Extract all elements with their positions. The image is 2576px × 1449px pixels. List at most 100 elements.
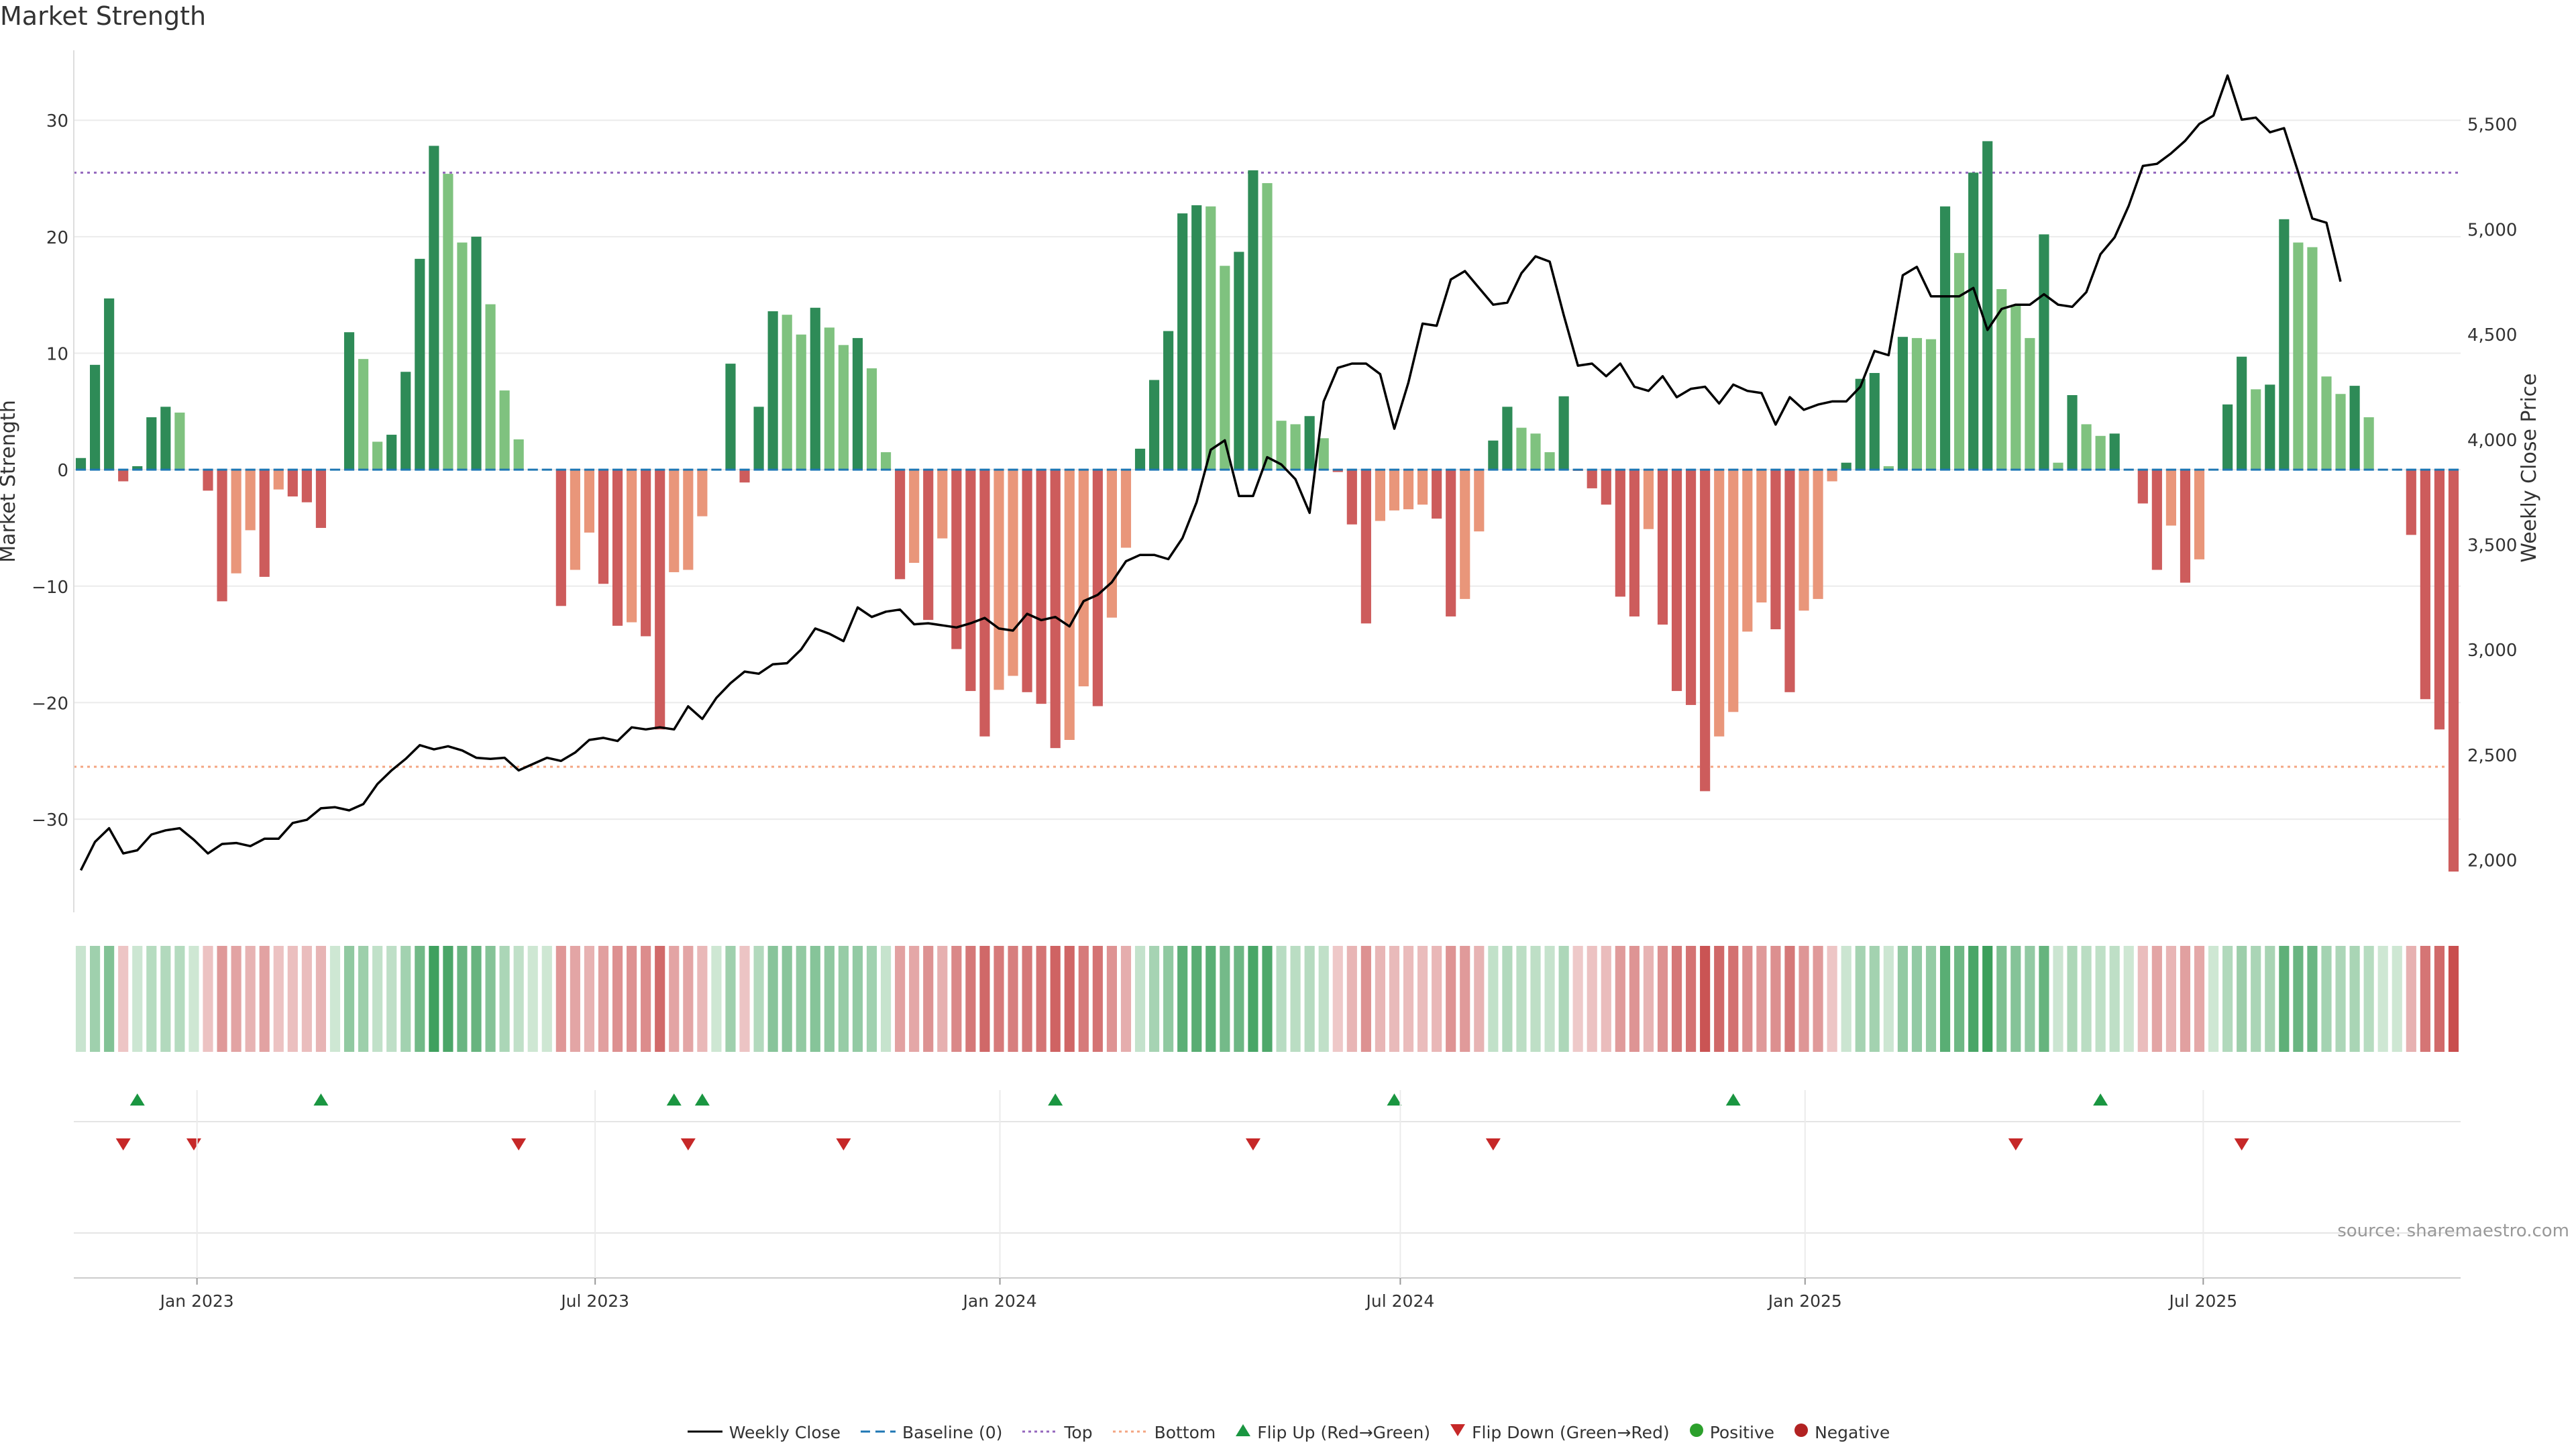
strength-bar	[2251, 389, 2261, 470]
heat-cell	[1770, 946, 1781, 1052]
y-right-tick-label: 2,000	[2467, 851, 2517, 871]
strength-bar	[866, 368, 877, 470]
strength-bar	[824, 327, 835, 470]
strength-bar	[1996, 288, 2007, 470]
heat-cell	[1657, 946, 1668, 1052]
chart-title: Market Strength	[0, 1, 207, 31]
heat-cell	[796, 946, 806, 1052]
heat-cell	[1939, 946, 1951, 1052]
strength-bar	[1827, 470, 1837, 482]
strength-bar	[2010, 305, 2021, 470]
heat-cell	[2377, 946, 2388, 1052]
strength-bar	[1530, 433, 1541, 470]
heat-cell	[273, 946, 284, 1052]
heat-cell	[1134, 946, 1146, 1052]
heat-cell	[259, 946, 270, 1052]
strength-bar	[217, 470, 227, 602]
heat-cell	[400, 946, 411, 1052]
strength-bar	[1911, 337, 1923, 470]
strength-bar	[584, 470, 595, 533]
strength-bar	[1346, 470, 1357, 525]
heat-cell	[866, 946, 877, 1052]
source-label: source: sharemaestro.com	[2337, 1221, 2569, 1241]
flip-down-marker	[680, 1138, 696, 1150]
strength-bar	[1629, 470, 1640, 616]
heat-cell	[655, 946, 665, 1052]
heat-cell	[189, 946, 199, 1052]
heat-cell	[471, 946, 482, 1052]
flip-up-marker	[129, 1093, 145, 1106]
heat-cell	[711, 946, 722, 1052]
strength-bar	[1502, 407, 1513, 470]
strength-bar	[1615, 470, 1625, 597]
strength-bar	[1544, 452, 1555, 470]
strength-bar	[1120, 470, 1132, 548]
strength-bar	[2053, 462, 2063, 470]
strength-bar	[245, 470, 256, 531]
heat-cell	[1925, 946, 1937, 1052]
flip-up-marker	[313, 1093, 329, 1106]
strength-bar	[90, 364, 101, 470]
legend: Weekly Close Baseline (0) Top Bottom Flip Up…	[0, 1422, 2576, 1442]
strength-bar	[1446, 470, 1456, 616]
strength-bar	[1403, 470, 1414, 510]
flip-down-marker	[1485, 1138, 1501, 1150]
flip-up-marker	[694, 1093, 710, 1106]
heat-cell	[1078, 946, 1089, 1052]
heat-cell	[895, 946, 906, 1052]
strength-bar	[1050, 470, 1061, 749]
heat-cell	[1318, 946, 1329, 1052]
heat-cell	[2067, 946, 2078, 1052]
strength-bar	[1432, 470, 1442, 519]
strength-bar	[2335, 394, 2346, 470]
negative-dot-icon	[1793, 1422, 1809, 1442]
heat-cell	[527, 946, 538, 1052]
heat-cell	[1530, 946, 1541, 1052]
y-tick-label: −30	[32, 810, 68, 830]
strength-bar	[669, 470, 680, 572]
strength-bar	[1220, 266, 1230, 470]
heat-cell	[2123, 946, 2134, 1052]
heat-strip	[75, 946, 2459, 1052]
legend-label: Baseline (0)	[902, 1422, 1003, 1442]
strength-bar	[75, 458, 87, 470]
baseline-swatch	[859, 1423, 897, 1442]
strength-bar	[965, 470, 976, 692]
strength-bar	[2237, 356, 2247, 470]
y-right-tick-label: 5,000	[2467, 220, 2517, 240]
heat-cell	[1205, 946, 1216, 1052]
strength-bar	[2095, 435, 2106, 470]
legend-item: Baseline (0)	[859, 1422, 1002, 1442]
strength-bar	[655, 470, 665, 730]
heat-cell	[2251, 946, 2261, 1052]
heat-cell	[2039, 946, 2049, 1052]
strength-bar	[951, 470, 962, 649]
legend-label: Flip Up (Red→Green)	[1257, 1422, 1431, 1442]
strength-bar	[1686, 470, 1697, 705]
y-tick-label: 0	[57, 461, 68, 481]
strength-bar	[2067, 395, 2078, 470]
heat-cell	[217, 946, 227, 1052]
strength-bar	[2307, 247, 2318, 470]
heat-cell	[1248, 946, 1258, 1052]
heat-cell	[75, 946, 87, 1052]
heat-cell	[146, 946, 157, 1052]
flip-down-marker	[2008, 1138, 2023, 1150]
heat-cell	[287, 946, 298, 1052]
strength-bar	[1601, 470, 1611, 505]
heat-cell	[329, 946, 341, 1052]
strength-bar	[1191, 205, 1202, 470]
strength-bar	[2180, 470, 2191, 583]
strength-bar	[2081, 424, 2092, 470]
strength-bar	[1883, 466, 1894, 470]
heat-cell	[1375, 946, 1386, 1052]
heat-cell	[2137, 946, 2148, 1052]
y-tick-label: −10	[32, 578, 68, 598]
heat-cell	[1911, 946, 1923, 1052]
heat-cell	[1417, 946, 1428, 1052]
strength-bar	[1375, 470, 1386, 521]
legend-item: Flip Up (Red→Green)	[1234, 1422, 1430, 1442]
heat-cell	[1432, 946, 1442, 1052]
heat-cell	[1360, 946, 1371, 1052]
